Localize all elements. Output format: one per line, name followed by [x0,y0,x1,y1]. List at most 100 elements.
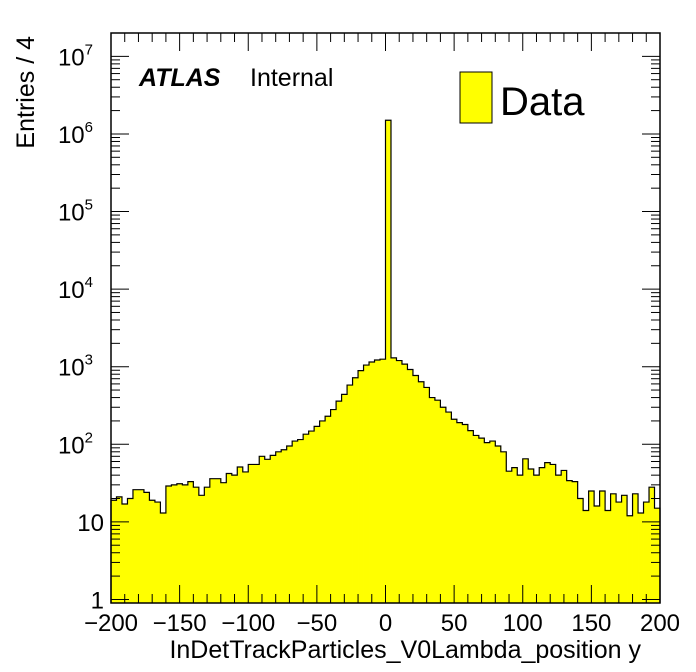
histogram-bar [204,487,211,603]
histogram-bar [275,451,282,603]
x-tick-label: 0 [379,610,392,637]
histogram-bar [171,484,178,603]
histogram-bar [330,409,337,603]
histogram-bar [336,401,342,603]
histogram-bar [226,473,233,603]
histogram-bar [187,481,194,603]
histogram-bar [478,438,485,603]
histogram-bar [297,439,304,603]
histogram-bar [429,397,436,603]
histogram-bar [654,508,661,603]
histogram-bar [182,484,189,603]
histogram-bar [281,449,288,603]
histogram-bar [111,500,117,603]
y-tick-label: 103 [58,352,93,382]
histogram-bar [138,489,145,603]
histogram-bar [572,481,579,603]
histogram-bar [165,485,172,603]
histogram-bar [445,412,452,603]
histogram-bar [253,464,260,603]
histogram-bar [341,394,348,603]
histogram-bar [407,369,414,603]
histogram-bar [462,424,469,603]
histogram-bar [506,471,513,603]
x-axis-ticks: −200 −150 −100 −50 0 50 100 150 200 [84,33,680,637]
histogram-bar [292,441,299,603]
histogram-bar [643,502,650,603]
histogram-bar [198,495,205,603]
histogram-bar [385,120,392,604]
x-tick-label: −100 [221,610,275,637]
y-tick-label: 1 [91,587,104,614]
histogram-bar [220,482,227,603]
histogram-bar [121,503,128,603]
histogram-bar [143,492,150,603]
x-tick-label: 50 [441,610,468,637]
y-tick-label: 102 [58,429,93,459]
histogram-bar [259,456,266,603]
histogram-bar [473,435,480,603]
histogram-outline [110,119,661,603]
histogram-bar [616,502,622,603]
histogram-bar [352,377,359,603]
histogram-bar [583,510,590,603]
histogram-bar [160,513,167,603]
y-axis-title: Entries / 4 [12,36,40,149]
histogram-bar [308,431,315,603]
histogram-bar [500,451,507,603]
histogram-bar [215,478,222,603]
histogram-bar [132,489,139,603]
histogram-bar [325,416,331,603]
histogram-bar [550,464,557,603]
histogram-bar [347,385,353,603]
y-tick-label: 107 [58,41,93,71]
histogram-bar [517,475,524,603]
x-tick-label: −150 [153,610,207,637]
histogram-bar [599,490,606,603]
histogram-bar [588,490,595,603]
histogram-bar [358,370,364,603]
histogram-bar [303,434,310,603]
histogram-bar [116,496,123,603]
histogram-bar [594,506,601,603]
histogram-bar [231,475,238,603]
y-tick-label: 104 [58,274,93,304]
histogram-bar [374,359,381,603]
histogram-bar [401,364,408,603]
histogram-bar [127,498,134,603]
histogram-bar [627,515,633,603]
histogram-bar [237,466,244,603]
histogram-bar [369,361,375,603]
legend-label-data: Data [500,80,585,124]
x-tick-label: −200 [84,610,138,637]
histogram-bar [242,471,249,603]
internal-label: Internal [250,64,333,92]
histogram-bar [380,359,386,603]
histogram-bar [440,407,447,603]
histogram-bar [264,459,271,603]
histogram-bar [528,469,535,603]
legend-swatch-data [459,71,493,124]
histogram-bar [451,419,458,603]
y-axis-ticks: 1 10 102 103 104 105 106 107 [58,32,660,614]
atlas-label: ATLAS [138,64,221,92]
histogram-bars [111,120,661,604]
histogram-bar [621,495,628,603]
histogram-bar [638,513,644,603]
histogram-bar [363,365,370,603]
histogram-bar [577,498,584,603]
histogram-bar [533,475,540,603]
x-tick-label: 150 [571,610,611,637]
histogram-bar [270,455,277,603]
histogram-bar [434,400,441,603]
histogram-bar [423,387,430,603]
histogram-bar [484,442,491,603]
histogram-bar [495,446,502,603]
histogram-bar [396,360,403,603]
histogram-bar [489,441,496,603]
histogram-bar [412,375,419,603]
histogram-bar [193,487,200,603]
x-tick-label: 100 [503,610,543,637]
histogram-bar [522,458,529,603]
